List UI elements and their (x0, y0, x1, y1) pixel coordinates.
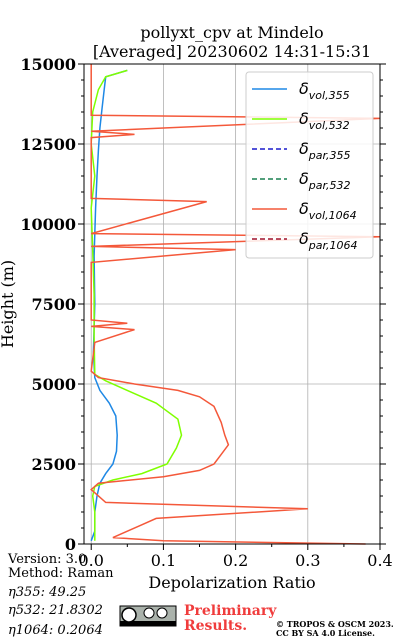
copyright-text: © TROPOS & OSCM 2023. (276, 619, 394, 629)
license-text: CC BY SA 4.0 License. (276, 628, 375, 638)
sa-icon (156, 607, 168, 619)
by-icon (143, 607, 155, 619)
x-tick-label: 0.0 (78, 551, 103, 570)
x-tick-label: 0.1 (151, 551, 176, 570)
version-text: Version: 3.0 (7, 552, 86, 567)
x-axis-label: Depolarization Ratio (148, 573, 315, 592)
y-tick-label: 0 (65, 535, 76, 554)
series-line-vol-1064 (90, 64, 381, 545)
legend-label: δpar,1064 (299, 229, 358, 252)
y-tick-label: 12500 (20, 135, 76, 154)
cc-icon (121, 607, 137, 623)
legend-label: δpar,355 (299, 139, 351, 162)
series-line-vol-532 (90, 69, 183, 541)
y-tick-label: 10000 (20, 215, 76, 234)
legend-label: δvol,532 (299, 109, 350, 132)
series-line-vol-355 (90, 69, 128, 542)
legend: δvol,355 δvol,532 δpar,355 δpar,532 δvol,106… (245, 71, 374, 259)
x-tick-label: 0.3 (295, 551, 320, 570)
chart-title: pollyxt_cpv at Mindelo (140, 23, 323, 42)
y-tick-label: 2500 (31, 455, 76, 474)
y-tick-label: 7500 (31, 295, 76, 314)
axis-ticks: 0.0 0.1 0.2 0.3 0.4 0 2500 5000 7500 10000 12500 15… (20, 55, 392, 570)
preliminary-text: Preliminary (184, 603, 277, 619)
y-axis-label: Height (m) (0, 260, 17, 348)
results-text: Results. (184, 618, 247, 634)
legend-label: δpar,532 (299, 169, 351, 192)
y-tick-label: 5000 (31, 375, 76, 394)
cc-badge-text: CC BY SA (147, 622, 164, 626)
cc-license-badge: CC BY SA (119, 605, 177, 627)
x-tick-label: 0.2 (223, 551, 248, 570)
series-group (90, 64, 381, 545)
y-tick-label: 15000 (20, 55, 76, 74)
eta1064-text: η1064: 0.2064 (8, 623, 103, 638)
x-tick-label: 0.4 (367, 551, 392, 570)
eta355-text: η355: 49.25 (8, 585, 86, 600)
legend-label: δvol,355 (299, 79, 350, 102)
eta532-text: η532: 21.8302 (8, 603, 103, 618)
method-text: Method: Raman (8, 566, 114, 581)
chart-subtitle: [Averaged] 20230602 14:31-15:31 (93, 42, 371, 61)
legend-label: δvol,1064 (299, 199, 357, 222)
